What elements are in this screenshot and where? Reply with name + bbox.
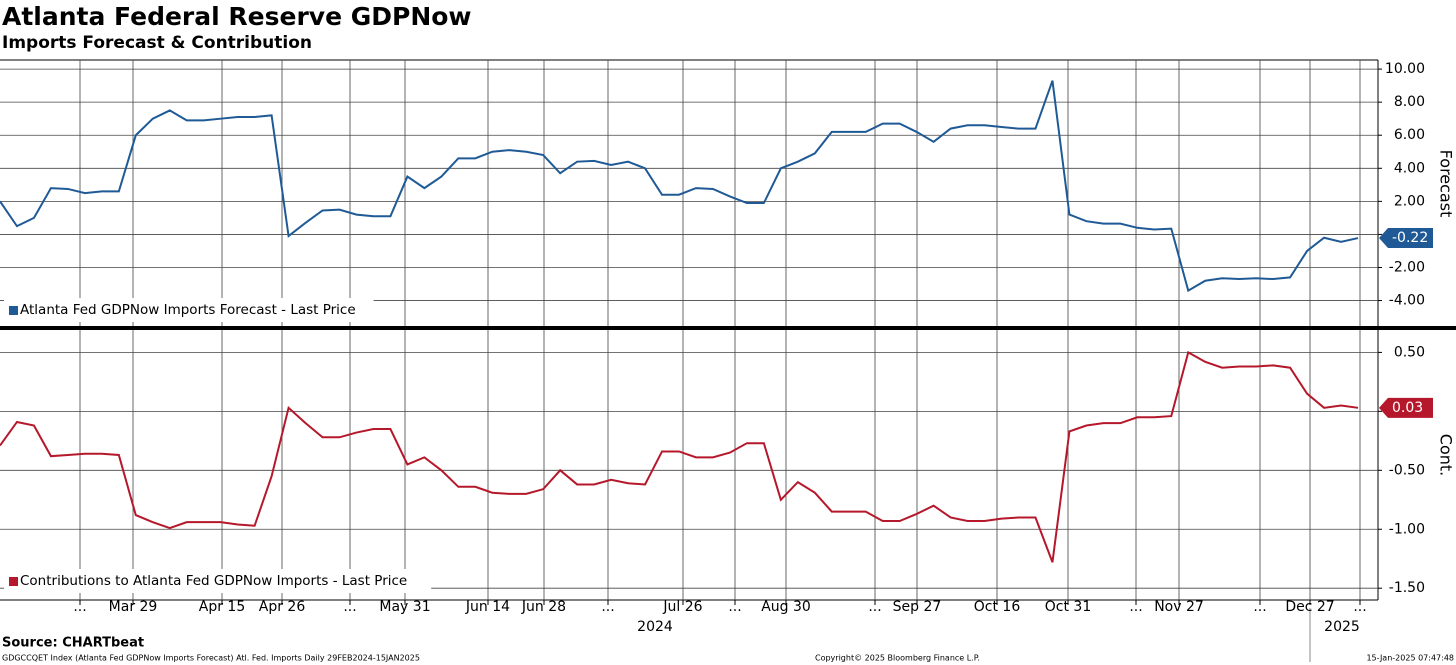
last-value-badge (1379, 228, 1433, 249)
legend-box (4, 569, 432, 593)
y-tick-label: -1.50 (1389, 580, 1425, 596)
y-tick-label: 10.00 (1385, 61, 1425, 77)
last-value-label: 0.03 (1392, 400, 1423, 416)
x-tick-label: Apr 26 (259, 599, 306, 615)
y-tick-label: -1.00 (1389, 521, 1425, 537)
panel-separator (0, 326, 1456, 330)
x-tick-label: May 31 (379, 599, 430, 615)
x-tick-label: Aug 30 (761, 599, 811, 615)
legend-swatch (9, 577, 18, 586)
x-tick-label: Dec 27 (1285, 599, 1334, 615)
last-value-label: -0.22 (1392, 230, 1428, 246)
y-tick-label: -4.00 (1389, 293, 1425, 309)
x-tick-label: ... (601, 599, 614, 615)
x-tick-label: Jul 26 (662, 599, 702, 615)
x-tick-label: Apr 15 (199, 599, 245, 615)
y-tick-label: -2.00 (1389, 259, 1425, 275)
x-tick-label: ... (1353, 599, 1366, 615)
axis-label: Forecast (1437, 150, 1456, 218)
y-tick-label: -0.50 (1389, 462, 1425, 478)
legend-label: Contributions to Atlanta Fed GDPNow Impo… (20, 573, 407, 589)
x-tick-label: ... (868, 599, 881, 615)
y-tick-label: 0.50 (1394, 344, 1425, 360)
x-tick-label: Jun 14 (465, 599, 510, 615)
x-tick-label: Nov 27 (1154, 599, 1204, 615)
year-label: 2025 (1324, 619, 1360, 635)
y-tick-label: 4.00 (1394, 160, 1425, 176)
axis-label: Cont. (1437, 434, 1456, 476)
chart-subtitle: Imports Forecast & Contribution (2, 33, 312, 53)
legend-box (4, 298, 374, 322)
year-label: 2024 (637, 619, 673, 635)
y-tick-label: 6.00 (1394, 127, 1425, 143)
legend-swatch (9, 306, 18, 315)
index-info: GDGCCQET Index (Atlanta Fed GDPNow Impor… (2, 654, 420, 663)
timestamp: 15-Jan-2025 07:47:48 (1366, 654, 1454, 663)
x-tick-label: ... (1129, 599, 1142, 615)
y-tick-label: 8.00 (1394, 94, 1425, 110)
x-tick-label: Mar 29 (109, 599, 158, 615)
x-tick-label: ... (1253, 599, 1266, 615)
last-value-badge (1379, 397, 1433, 418)
x-tick-label: Sep 27 (893, 599, 942, 615)
source: Source: CHARTbeat (2, 636, 144, 651)
x-tick-label: Oct 31 (1045, 599, 1091, 615)
y-tick-label: 2.00 (1394, 193, 1425, 209)
chart-title: Atlanta Federal Reserve GDPNow (2, 2, 472, 31)
x-tick-label: Oct 16 (974, 599, 1021, 615)
series-line (0, 350, 1359, 563)
copyright: Copyright© 2025 Bloomberg Finance L.P. (815, 654, 980, 663)
x-tick-label: ... (728, 599, 741, 615)
x-tick-label: ... (73, 599, 86, 615)
series-line (0, 80, 1359, 293)
legend-label: Atlanta Fed GDPNow Imports Forecast - La… (20, 302, 356, 318)
x-tick-label: Jun 28 (521, 599, 566, 615)
x-tick-label: ... (343, 599, 356, 615)
